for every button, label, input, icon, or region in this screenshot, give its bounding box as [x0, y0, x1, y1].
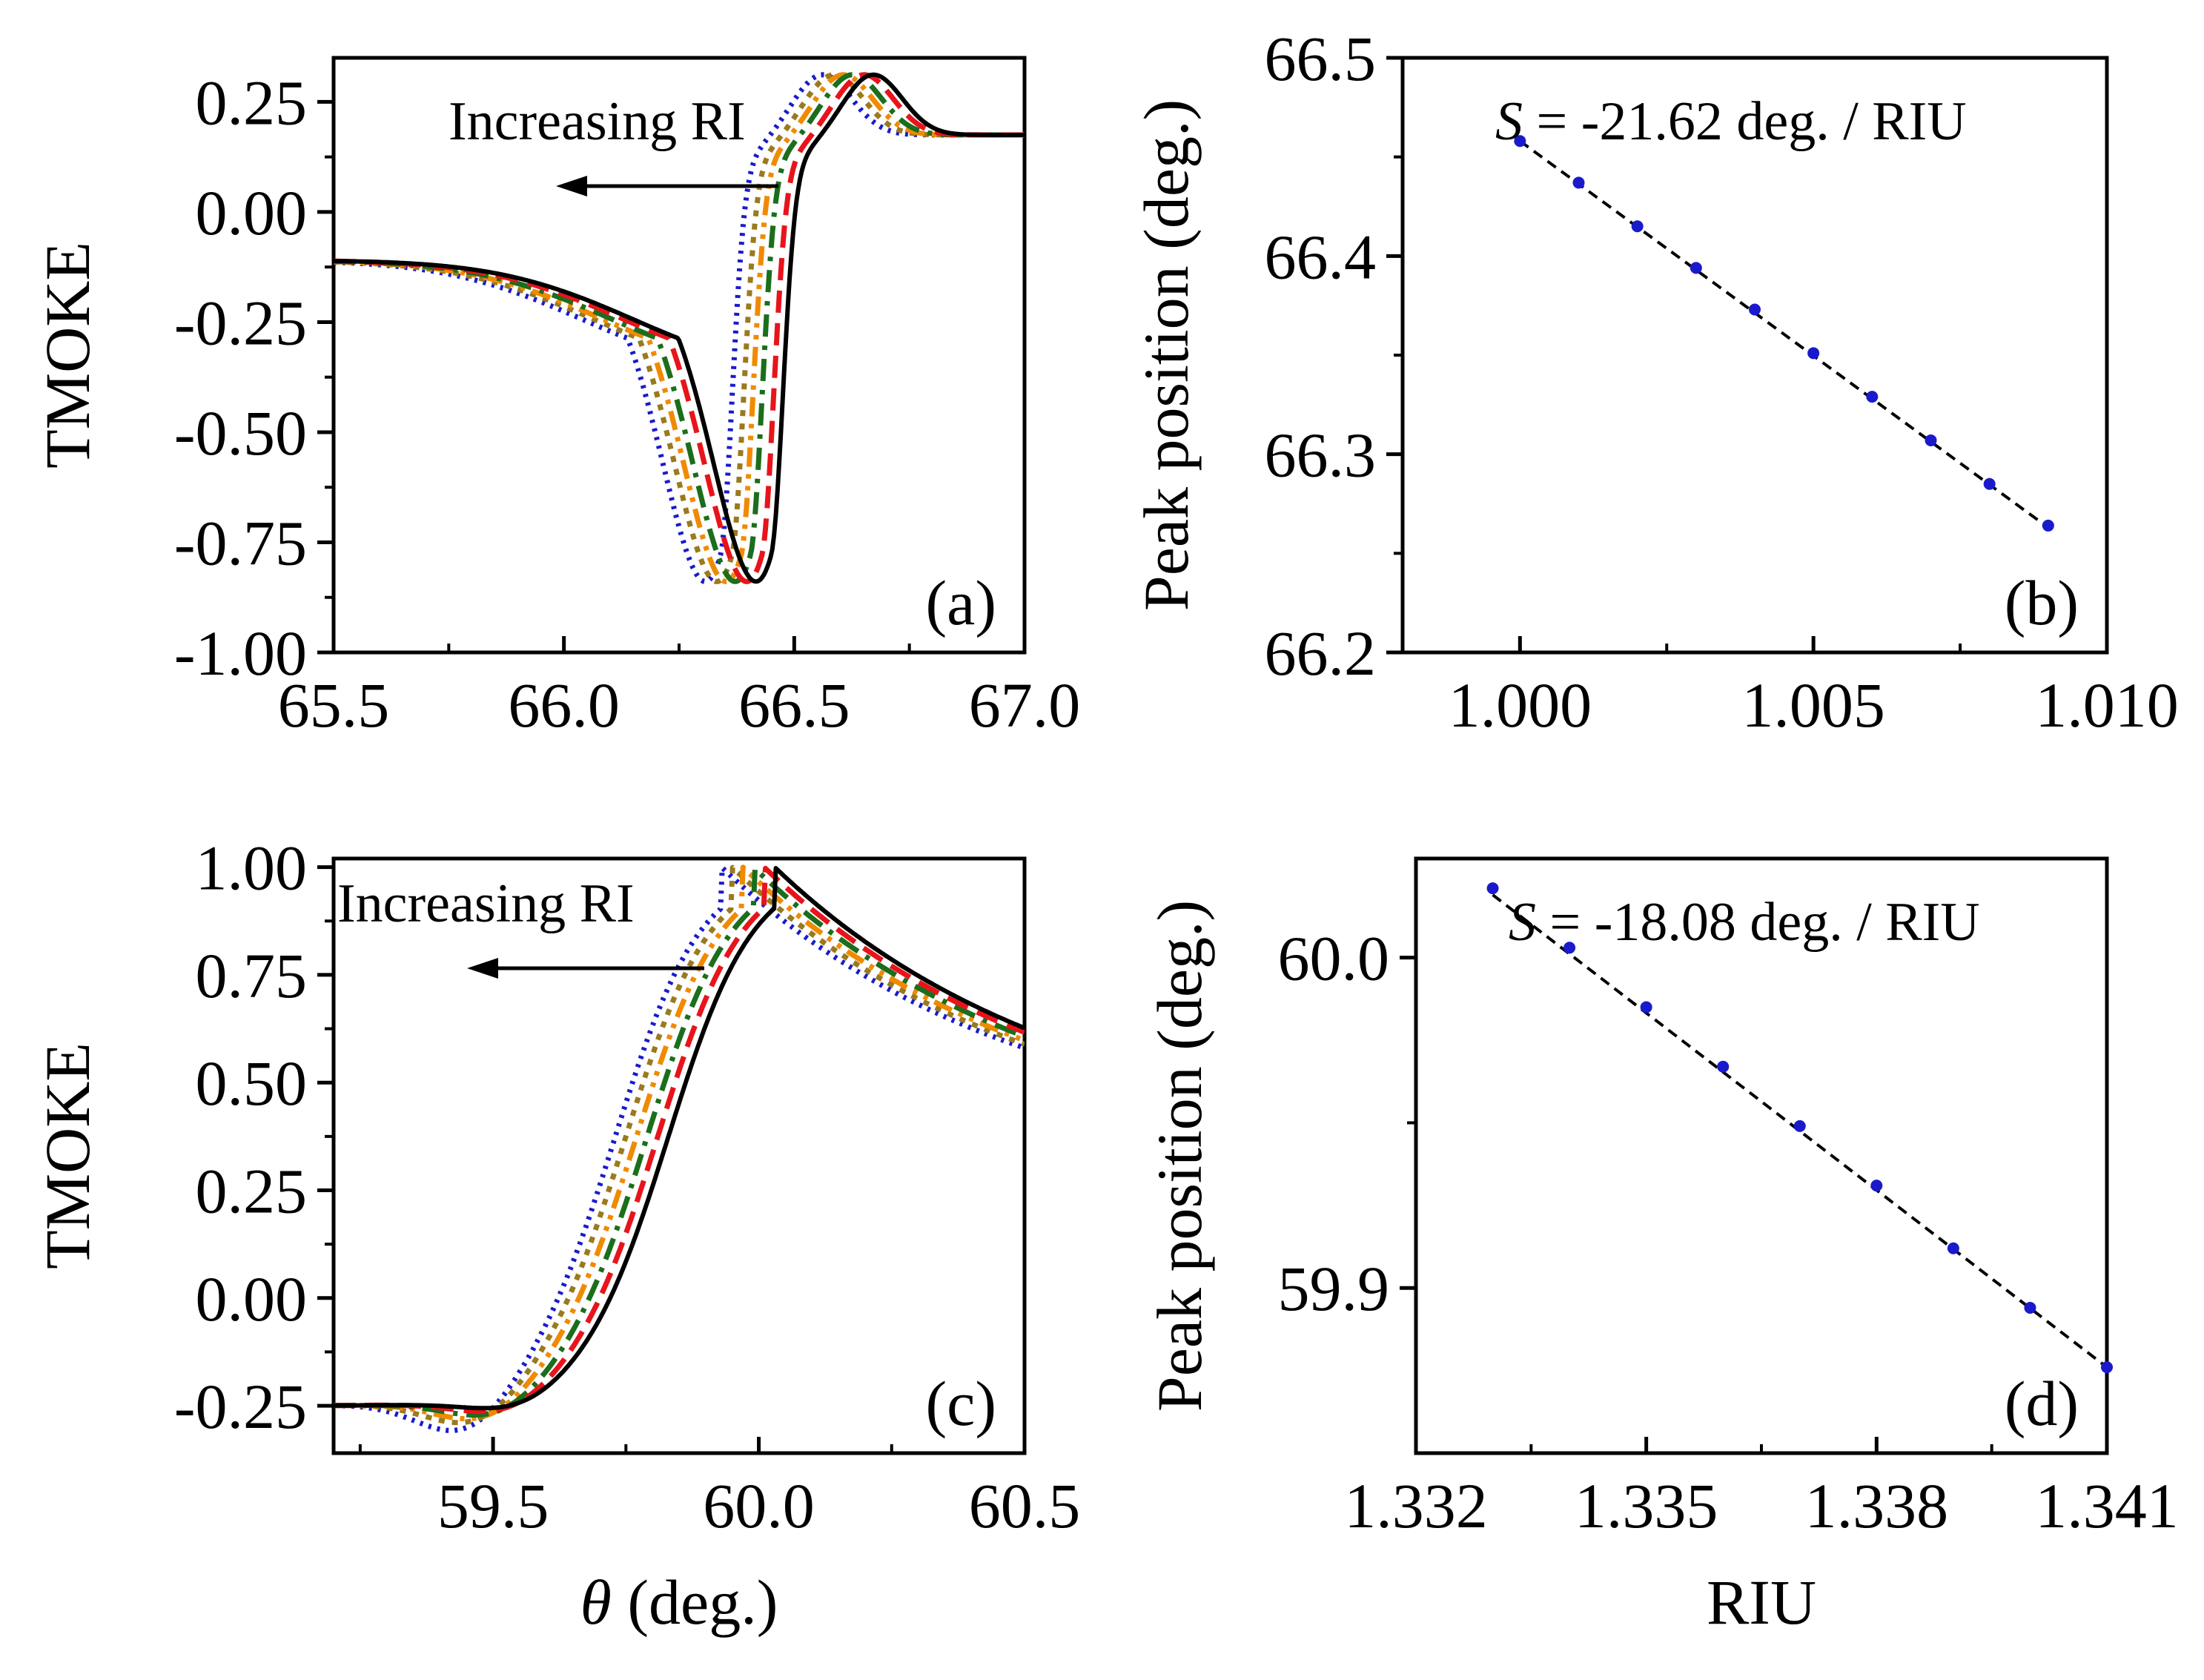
- x-axis-title: θ (deg.): [580, 1567, 778, 1638]
- sensitivity-value: = -21.62 deg. / RIU: [1523, 91, 1967, 152]
- plot-frame: [331, 56, 1027, 655]
- x-tick-label: 1.010: [2035, 669, 2179, 741]
- data-point: [1925, 434, 1937, 446]
- x-tick-label: 1.338: [1805, 1470, 1949, 1541]
- annotation-text: Increasing RI: [449, 91, 746, 152]
- series-line: [334, 864, 1025, 1422]
- data-point: [2101, 1361, 2113, 1374]
- panel-b: 1.000 1.005 1.010 66.2 66.3 66.4 66.5 Peak posi…: [1131, 23, 2179, 741]
- data-point: [1690, 262, 1702, 274]
- y-tick-label: -1.00: [174, 618, 307, 689]
- x-tick-label: 1.341: [2035, 1470, 2179, 1541]
- data-point: [1514, 135, 1526, 148]
- y-tick-label: -0.25: [174, 287, 307, 358]
- x-tick-label: 1.332: [1344, 1470, 1488, 1541]
- data-point: [2024, 1301, 2036, 1314]
- sensitivity-annotation: S = -18.08 deg. / RIU: [1509, 892, 1980, 953]
- x-tick-label: 66.5: [738, 669, 850, 741]
- data-point: [1717, 1060, 1730, 1073]
- annotation-text: Increasing RI: [337, 873, 635, 934]
- y-tick-label: 0.25: [196, 67, 308, 138]
- series-line: [334, 865, 1025, 1415]
- data-point: [1866, 391, 1879, 403]
- data-point: [1807, 347, 1820, 360]
- y-axis-title: TMOKE: [32, 1042, 103, 1269]
- sensitivity-annotation: S = -21.62 deg. / RIU: [1495, 91, 1967, 152]
- panel-label: (c): [926, 1368, 996, 1439]
- x-tick-label: 60.5: [969, 1470, 1081, 1541]
- y-tick-label: 66.4: [1265, 221, 1377, 292]
- series-line: [334, 866, 1025, 1411]
- fit-line: [1492, 893, 2108, 1369]
- y-tick-label: 66.3: [1265, 420, 1377, 491]
- x-tick-label: 1.005: [1741, 669, 1885, 741]
- x-axis-title: RIU: [1707, 1567, 1816, 1638]
- data-point: [1631, 220, 1644, 233]
- data-point: [1563, 942, 1576, 954]
- series-line: [334, 72, 1025, 584]
- panel-label: (b): [2005, 567, 2079, 638]
- y-tick-label: 1.00: [196, 833, 308, 904]
- y-axis-title: Peak position (deg.): [1144, 900, 1215, 1412]
- data-point: [1749, 303, 1761, 316]
- data-point: [1572, 176, 1585, 189]
- series-line: [334, 72, 1025, 584]
- y-tick-label: 0.75: [196, 940, 308, 1011]
- series-line: [334, 72, 1025, 584]
- panel-label: (d): [2005, 1368, 2079, 1439]
- x-tick-label: 60.0: [703, 1470, 815, 1541]
- x-tick-label: 66.0: [508, 669, 620, 741]
- y-tick-label: 0.25: [196, 1155, 308, 1226]
- series-group: [334, 72, 1025, 584]
- data-point: [2042, 519, 2054, 532]
- y-tick-label: 0.50: [196, 1048, 308, 1119]
- x-tick-label: 59.5: [437, 1470, 549, 1541]
- arrow-head: [556, 176, 587, 196]
- arrow-head: [467, 958, 498, 979]
- x-tick-label: 67.0: [969, 669, 1081, 741]
- series-line: [334, 72, 1025, 584]
- y-tick-label: -0.75: [174, 507, 307, 578]
- plot-frame: [331, 856, 1027, 1455]
- panel-c: 59.5 60.0 60.5 1.00 0.75 0.50 0.25 0.00 -0.25 TMO…: [32, 833, 1080, 1638]
- sensitivity-value: = -18.08 deg. / RIU: [1536, 892, 1980, 953]
- y-tick-label: 0.00: [196, 177, 308, 248]
- plot-frame: [1414, 856, 2109, 1455]
- y-tick-label: 59.9: [1278, 1253, 1390, 1324]
- sensitivity-symbol: S: [1509, 892, 1536, 953]
- y-tick-label: 66.5: [1265, 23, 1377, 94]
- x-tick-label: 1.000: [1449, 669, 1592, 741]
- panel-d: 1.332 1.335 1.338 1.341 59.9 60.0 Peak positio…: [1144, 856, 2179, 1638]
- series-line: [334, 866, 1025, 1418]
- data-point: [1870, 1180, 1883, 1192]
- data-point: [1486, 882, 1499, 895]
- data-point: [1640, 1001, 1652, 1013]
- y-tick-label: 60.0: [1278, 923, 1390, 994]
- y-tick-label: 66.2: [1265, 618, 1377, 689]
- x-axis-unit: (deg.): [612, 1567, 778, 1638]
- series-group: [334, 864, 1025, 1433]
- data-point: [1793, 1120, 1806, 1132]
- sensitivity-symbol: S: [1495, 91, 1523, 152]
- data-point: [1983, 477, 1996, 490]
- fit-line: [1519, 139, 2050, 529]
- panel-a: 65.5 66.0 66.5 67.0 0.25 0.00 -0.25 -0.50 -0.75 -…: [32, 56, 1081, 741]
- data-point: [1947, 1242, 1959, 1254]
- x-tick-label: 1.335: [1575, 1470, 1718, 1541]
- y-tick-label: -0.50: [174, 397, 307, 469]
- series-line: [334, 72, 1025, 584]
- y-tick-label: 0.00: [196, 1263, 308, 1335]
- theta-symbol: θ: [580, 1567, 612, 1638]
- y-axis-title: Peak position (deg.): [1131, 99, 1202, 611]
- y-axis-title: TMOKE: [32, 242, 103, 469]
- x-tick-label: 65.5: [278, 669, 390, 741]
- panel-label: (a): [926, 567, 996, 638]
- series-line: [334, 864, 1025, 1426]
- plot-frame: [1400, 56, 2109, 655]
- y-tick-label: -0.25: [174, 1371, 307, 1442]
